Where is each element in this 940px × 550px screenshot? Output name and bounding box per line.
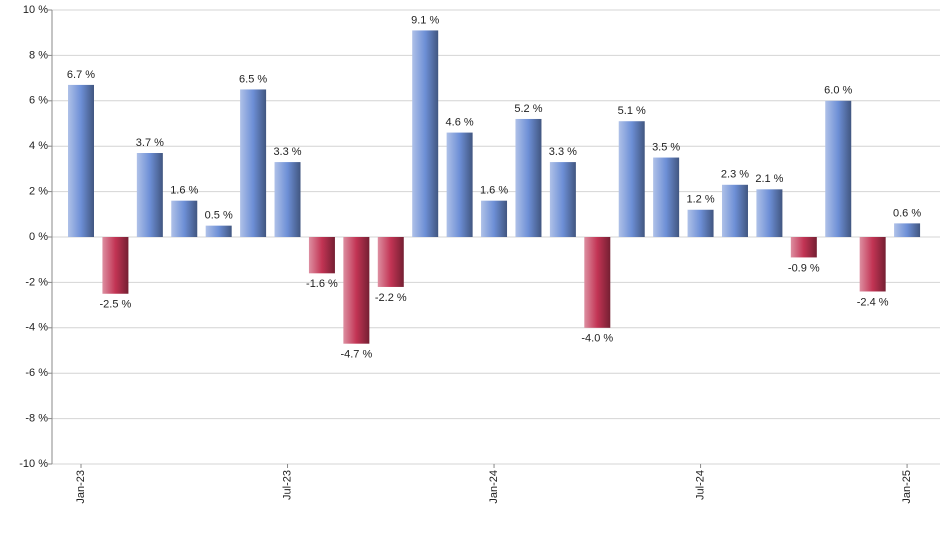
- value-label: 0.6 %: [893, 207, 921, 219]
- x-tick-label: Jul-24: [694, 470, 706, 500]
- bar: [859, 237, 886, 292]
- value-label: 5.2 %: [514, 103, 542, 115]
- value-label: 9.1 %: [411, 14, 439, 26]
- bar: [205, 225, 232, 237]
- value-label: 3.3 %: [273, 146, 301, 158]
- bar: [274, 162, 301, 237]
- bar: [481, 200, 508, 237]
- y-tick-label: 2 %: [29, 186, 48, 198]
- bar: [515, 118, 542, 237]
- bar: [687, 209, 714, 237]
- value-label: -2.4 %: [857, 296, 889, 308]
- value-label: 1.6 %: [480, 185, 508, 197]
- bar: [377, 237, 404, 287]
- y-tick-label: 8 %: [29, 49, 48, 61]
- value-label: 6.5 %: [239, 73, 267, 85]
- y-tick-label: -2 %: [25, 276, 48, 288]
- value-label: 2.1 %: [755, 173, 783, 185]
- value-label: 6.7 %: [67, 69, 95, 81]
- x-tick-label: Jan-24: [488, 470, 500, 504]
- value-label: 5.1 %: [618, 105, 646, 117]
- bar: [240, 89, 267, 237]
- y-tick-label: 4 %: [29, 140, 48, 152]
- value-label: -4.0 %: [581, 333, 613, 345]
- bar: [721, 184, 748, 237]
- y-tick-label: -4 %: [25, 322, 48, 334]
- bar: [618, 121, 645, 237]
- bar: [790, 237, 817, 258]
- bar: [549, 162, 576, 237]
- value-label: -2.2 %: [375, 292, 407, 304]
- value-label: 3.3 %: [549, 146, 577, 158]
- bar: [584, 237, 611, 328]
- y-tick-label: -10 %: [19, 458, 48, 470]
- y-tick-label: -6 %: [25, 367, 48, 379]
- value-label: 4.6 %: [446, 116, 474, 128]
- bar: [343, 237, 370, 344]
- bar: [446, 132, 473, 237]
- value-label: -1.6 %: [306, 278, 338, 290]
- value-label: 2.3 %: [721, 169, 749, 181]
- bar: [308, 237, 335, 274]
- y-tick-label: -8 %: [25, 413, 48, 425]
- x-tick-label: Jan-23: [75, 470, 87, 504]
- value-label: 1.6 %: [170, 185, 198, 197]
- bar: [653, 157, 680, 237]
- value-label: -2.5 %: [100, 299, 132, 311]
- value-label: 6.0 %: [824, 85, 852, 97]
- bar: [412, 30, 439, 238]
- y-tick-label: 0 %: [29, 231, 48, 243]
- value-label: -4.7 %: [340, 349, 372, 361]
- value-label: -0.9 %: [788, 262, 820, 274]
- bar: [171, 200, 198, 237]
- value-label: 3.7 %: [136, 137, 164, 149]
- y-tick-label: 10 %: [23, 4, 48, 16]
- x-tick-label: Jan-25: [901, 470, 913, 504]
- bar: [756, 189, 783, 237]
- value-label: 0.5 %: [205, 210, 233, 222]
- bar: [136, 153, 163, 237]
- x-tick-label: Jul-23: [281, 470, 293, 500]
- y-tick-label: 6 %: [29, 95, 48, 107]
- bar: [894, 223, 921, 237]
- bar: [102, 237, 129, 294]
- value-label: 1.2 %: [686, 194, 714, 206]
- bar: [825, 100, 852, 237]
- bar: [68, 84, 94, 237]
- value-label: 3.5 %: [652, 141, 680, 153]
